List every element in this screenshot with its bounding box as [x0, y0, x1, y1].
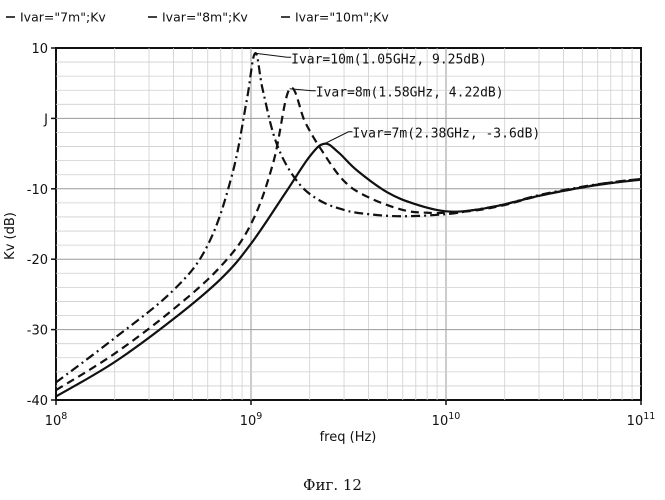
- legend-label-1: Ivar="7m";Kv: [20, 10, 106, 25]
- x-tick-label: 1010: [432, 411, 461, 429]
- annotation-label: Ivar=7m(2.38GHz, -3.6dB): [352, 127, 540, 142]
- plot-frame: [56, 48, 641, 400]
- y-tick-label: J: [43, 112, 48, 127]
- y-axis-ticks: 10 J -10 -20 -30 -40: [27, 42, 56, 409]
- x-tick-label: 108: [45, 411, 68, 429]
- y-tick-label: -30: [27, 324, 48, 339]
- x-axis-ticks: 108 109 1010 1011: [45, 400, 656, 429]
- figure-caption: Фиг. 12: [0, 476, 665, 494]
- kv-frequency-chart: Ivar="7m";Kv Ivar="8m";Kv Ivar="10m";Kv Iv…: [0, 0, 665, 470]
- y-tick-label: -10: [27, 183, 48, 198]
- y-tick-label: 10: [31, 42, 48, 57]
- x-axis-title: freq (Hz): [320, 430, 377, 445]
- x-tick-label: 1011: [627, 411, 656, 429]
- legend-label-3: Ivar="10m";Kv: [295, 10, 389, 25]
- legend: Ivar="7m";Kv Ivar="8m";Kv Ivar="10m";Kv: [6, 10, 389, 25]
- y-tick-label: -40: [27, 394, 48, 409]
- legend-label-2: Ivar="8m";Kv: [162, 10, 248, 25]
- y-axis-title: Kv (dB): [3, 212, 18, 260]
- y-tick-label: -20: [27, 253, 48, 268]
- annotation-label: Ivar=10m(1.05GHz, 9.25dB): [291, 52, 487, 67]
- annotation-label: Ivar=8m(1.58GHz, 4.22dB): [316, 86, 504, 101]
- x-tick-label: 109: [240, 411, 263, 429]
